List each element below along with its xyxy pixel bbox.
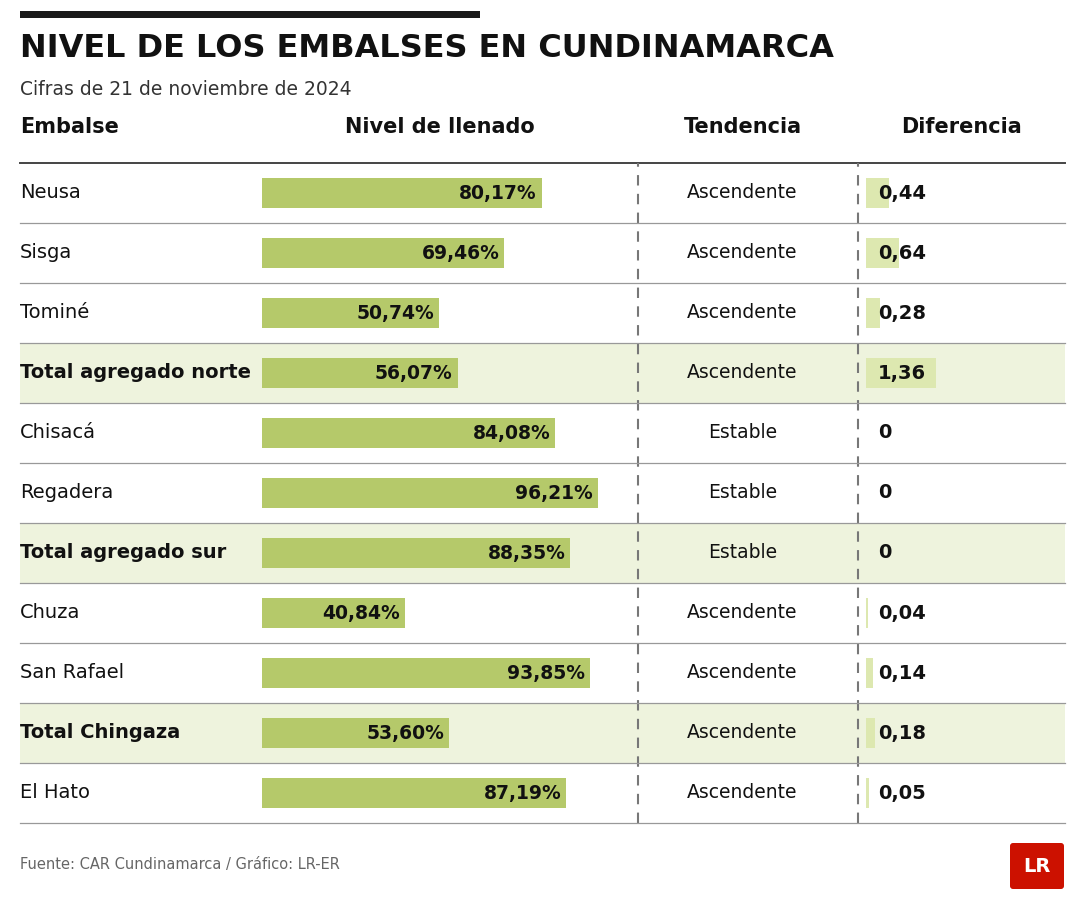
Text: 0,14: 0,14 [878,663,926,682]
Text: El Hato: El Hato [21,784,90,803]
Text: 0: 0 [878,424,891,443]
Text: 0,64: 0,64 [878,244,926,263]
Bar [262,538,570,568]
Text: 93,85%: 93,85% [507,663,584,682]
Text: 0: 0 [878,544,891,562]
Text: Total agregado sur: Total agregado sur [21,544,226,562]
Bar [262,778,566,808]
Bar [262,418,555,448]
Text: Total Chingaza: Total Chingaza [21,724,180,742]
Bar [262,358,458,388]
Text: 0: 0 [878,483,891,502]
Bar [262,718,449,748]
Bar [866,238,899,268]
Text: Tendencia: Tendencia [684,117,801,137]
Text: Ascendente: Ascendente [687,184,798,202]
Text: 69,46%: 69,46% [421,244,499,263]
Text: 0,44: 0,44 [878,184,926,202]
Text: Estable: Estable [707,424,778,443]
Text: Tominé: Tominé [21,303,90,322]
Bar [262,658,590,688]
Text: NIVEL DE LOS EMBALSES EN CUNDINAMARCA: NIVEL DE LOS EMBALSES EN CUNDINAMARCA [21,33,834,64]
Text: 0,28: 0,28 [878,303,926,322]
Text: 96,21%: 96,21% [515,483,593,502]
Text: 40,84%: 40,84% [322,604,400,623]
Bar [262,298,440,328]
Text: Ascendente: Ascendente [687,303,798,322]
Bar [866,178,889,208]
Text: 80,17%: 80,17% [459,184,537,202]
Text: Ascendente: Ascendente [687,604,798,623]
Bar [866,658,874,688]
Bar [866,718,875,748]
Text: Regadera: Regadera [21,483,113,502]
Text: Ascendente: Ascendente [687,784,798,803]
Bar [262,478,597,508]
Text: 1,36: 1,36 [878,364,927,382]
Bar [21,343,1065,403]
Bar [21,11,480,18]
Text: Cifras de 21 de noviembre de 2024: Cifras de 21 de noviembre de 2024 [21,80,352,99]
Text: Nivel de llenado: Nivel de llenado [345,117,535,137]
Bar [866,298,880,328]
Text: 87,19%: 87,19% [484,784,562,803]
Text: LR: LR [1024,857,1051,876]
Text: 53,60%: 53,60% [366,724,444,742]
Bar [262,178,542,208]
Bar [866,358,936,388]
Text: Fuente: CAR Cundinamarca / Gráfico: LR-ER: Fuente: CAR Cundinamarca / Gráfico: LR-E… [21,857,340,872]
Text: 0,04: 0,04 [878,604,926,623]
Text: 84,08%: 84,08% [473,424,551,443]
Text: Neusa: Neusa [21,184,81,202]
Text: Ascendente: Ascendente [687,244,798,263]
Text: 88,35%: 88,35% [487,544,565,562]
Text: Total agregado norte: Total agregado norte [21,364,251,382]
Text: 0,18: 0,18 [878,724,926,742]
Text: Embalse: Embalse [21,117,119,137]
Text: Estable: Estable [707,544,778,562]
Text: Ascendente: Ascendente [687,364,798,382]
Text: 0,05: 0,05 [878,784,926,803]
FancyBboxPatch shape [1010,843,1064,889]
Text: 56,07%: 56,07% [375,364,453,382]
Text: Ascendente: Ascendente [687,724,798,742]
Bar [866,598,868,628]
Text: Diferencia: Diferencia [901,117,1022,137]
Text: 50,74%: 50,74% [356,303,434,322]
Text: Chuza: Chuza [21,604,80,623]
Text: Chisacá: Chisacá [21,424,96,443]
Bar [866,778,868,808]
Text: San Rafael: San Rafael [21,663,124,682]
Text: Ascendente: Ascendente [687,663,798,682]
Bar [21,703,1065,763]
Text: Sisga: Sisga [21,244,72,263]
Text: Estable: Estable [707,483,778,502]
Bar [21,523,1065,583]
Bar [262,238,504,268]
Bar [262,598,405,628]
